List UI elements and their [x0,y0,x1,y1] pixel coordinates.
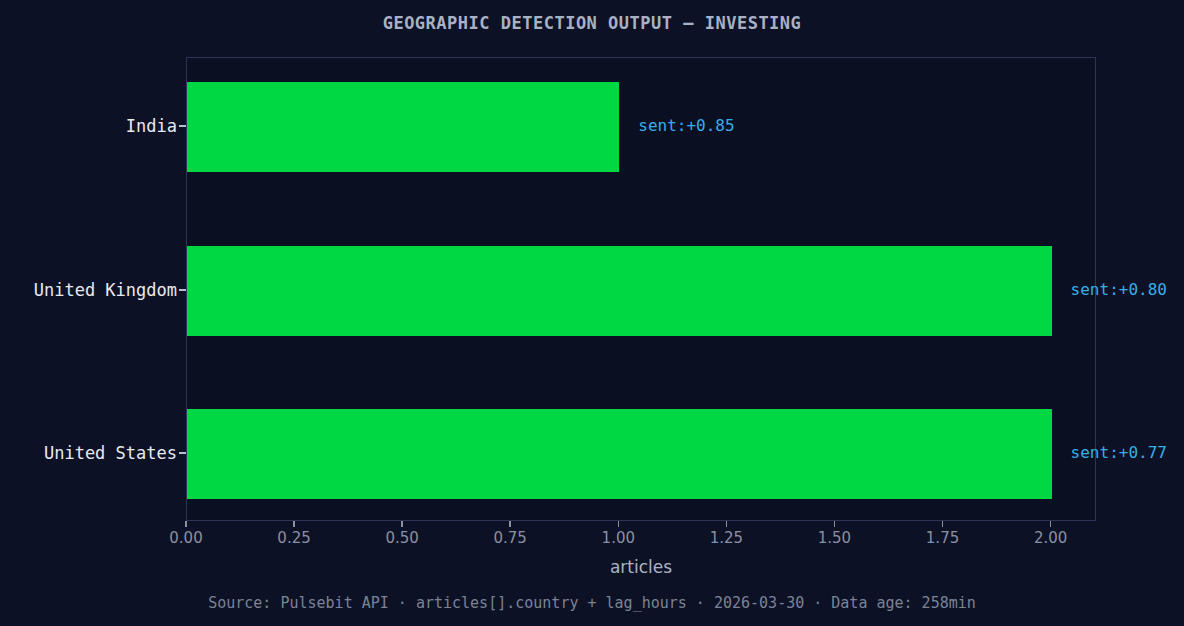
x-tick-label: 0.00 [154,529,218,548]
x-tick-label: 1.25 [694,529,758,548]
y-tick-mark [179,125,186,127]
x-tick-mark [1050,521,1052,527]
x-tick-mark [726,521,728,527]
x-tick-label: 1.50 [802,529,866,548]
x-tick-label: 0.50 [370,529,434,548]
x-tick-mark [185,521,187,527]
bar [187,246,1052,336]
y-tick-label: United States [0,442,177,464]
bar-annotation: sent:+0.80 [1071,280,1167,300]
x-tick-label: 0.75 [478,529,542,548]
bar-annotation: sent:+0.77 [1071,443,1167,463]
x-tick-label: 2.00 [1019,529,1083,548]
bar-annotation: sent:+0.85 [638,116,734,136]
y-tick-label: India [0,115,177,137]
x-tick-label: 0.25 [262,529,326,548]
bar [187,82,619,172]
x-tick-mark [834,521,836,527]
y-tick-mark [179,289,186,291]
x-tick-label: 1.75 [911,529,975,548]
x-tick-mark [401,521,403,527]
x-axis-label: articles [186,556,1096,578]
x-tick-mark [942,521,944,527]
source-footnote: Source: Pulsebit API · articles[].countr… [0,594,1184,613]
x-tick-mark [509,521,511,527]
chart-title: GEOGRAPHIC DETECTION OUTPUT — INVESTING [0,12,1184,34]
x-tick-mark [618,521,620,527]
y-tick-label: United Kingdom [0,279,177,301]
chart-figure: GEOGRAPHIC DETECTION OUTPUT — INVESTING … [0,0,1184,626]
x-tick-label: 1.00 [586,529,650,548]
y-tick-mark [179,452,186,454]
bar [187,409,1052,499]
x-tick-mark [293,521,295,527]
